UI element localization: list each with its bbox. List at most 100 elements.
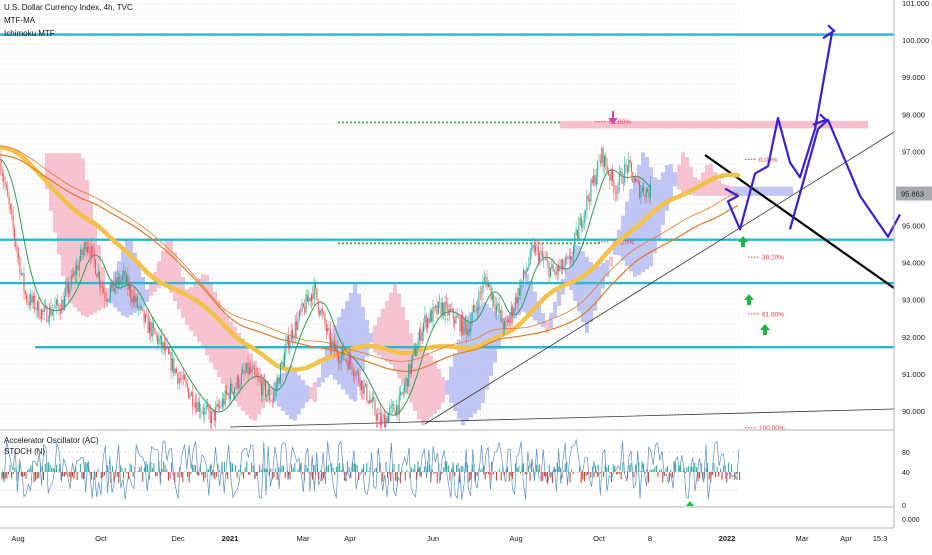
candle-body — [20, 273, 22, 275]
candle-body — [55, 299, 57, 306]
candle-body — [366, 383, 368, 401]
candle-body — [517, 288, 519, 304]
candle-body — [328, 327, 330, 330]
candle-body — [188, 388, 190, 399]
signal-arrows — [608, 111, 770, 335]
candle-body — [107, 300, 109, 302]
candle-body — [358, 371, 360, 382]
cloud-segment — [529, 280, 533, 317]
candle-body — [537, 246, 539, 262]
cloud-segment — [421, 349, 425, 426]
cloud-segment — [581, 251, 585, 323]
candle-body — [417, 340, 419, 350]
candle-body — [73, 270, 75, 277]
candle-body — [387, 413, 389, 423]
candle-body — [420, 329, 422, 341]
candle-body — [329, 329, 331, 349]
oscillator-label-stoch[interactable]: STOCH (N) — [4, 447, 46, 456]
candle-body — [348, 355, 350, 370]
candle-body — [277, 377, 279, 386]
candle-body — [431, 310, 433, 322]
candle-body — [421, 332, 423, 341]
candle-body — [512, 306, 514, 316]
candle-body — [201, 411, 203, 413]
candle-body — [412, 353, 414, 361]
x-tick-label: Mar — [297, 534, 310, 543]
candle-body — [574, 234, 576, 247]
candle-body — [215, 406, 217, 421]
candle-body — [466, 324, 468, 336]
candle-body — [138, 307, 140, 309]
candle-body — [474, 305, 476, 309]
x-tick-label: Oct — [95, 534, 108, 543]
candle-body — [350, 355, 352, 364]
candle-body — [389, 408, 391, 414]
cloud-segment — [737, 186, 741, 196]
cloud-segment — [433, 360, 437, 414]
candle-body — [308, 297, 310, 302]
candle-body — [590, 179, 592, 202]
moving-averages — [0, 145, 741, 416]
cloud-segment — [477, 305, 481, 410]
candle-body — [346, 359, 348, 362]
cloud-segment — [673, 172, 677, 187]
candle-body — [166, 345, 168, 348]
candle-body — [35, 310, 37, 311]
candle-body — [541, 251, 543, 258]
candle-body — [200, 411, 202, 413]
candle-body — [441, 302, 443, 316]
cloud-segment — [149, 282, 153, 297]
candle-body — [228, 392, 230, 400]
cloud-segment — [301, 380, 305, 409]
x-tick-label: Mar — [796, 534, 809, 543]
candle-body — [525, 271, 527, 275]
candle-body — [250, 367, 252, 373]
candle-body — [74, 270, 76, 275]
cloud-segment — [241, 338, 245, 411]
indicator-label-mtf-ma[interactable]: MTF-MA — [4, 16, 36, 25]
candle-body — [58, 305, 60, 311]
candle-body — [189, 395, 191, 399]
candle-body — [518, 288, 520, 296]
candle-body — [591, 179, 593, 184]
candle-body — [383, 414, 385, 428]
candle-body — [76, 265, 78, 275]
cloud-segment — [765, 186, 769, 196]
candle-body — [495, 305, 497, 311]
candle-body — [180, 378, 182, 380]
candle-body — [570, 255, 572, 261]
candle-body — [30, 294, 32, 305]
candle-body — [477, 307, 479, 310]
cloud-segment — [637, 164, 641, 276]
candle-body — [31, 294, 33, 303]
indicator-label-ichimoku[interactable]: Ichimoku MTF — [4, 29, 55, 38]
candle-body — [624, 164, 626, 183]
candle-body — [5, 185, 7, 188]
cloud-segment — [321, 362, 325, 383]
oscillator-label-ac[interactable]: Accelerator Oscillator (AC) — [4, 436, 99, 445]
cloud-segment — [573, 245, 577, 301]
candle-body — [558, 265, 560, 272]
candle-body — [266, 394, 268, 397]
candle-body — [562, 259, 564, 270]
candle-body — [47, 321, 49, 322]
candle-body — [227, 392, 229, 395]
candle-body — [49, 306, 51, 322]
candle-body — [12, 214, 14, 229]
candle-body — [244, 372, 246, 373]
cloud-segment — [113, 271, 117, 308]
candle-body — [340, 354, 342, 364]
cloud-segment — [517, 296, 521, 316]
candle-body — [316, 288, 318, 300]
candle-body — [115, 277, 117, 289]
fib-label: 38.20% — [612, 239, 634, 246]
candle-body — [327, 327, 329, 332]
candle-body — [134, 295, 136, 302]
projection-arrowhead — [812, 113, 829, 126]
candle-body — [284, 352, 285, 367]
candle-body — [498, 303, 500, 314]
cloud-segment — [213, 291, 217, 370]
candle-body — [443, 302, 445, 317]
candle-body — [603, 155, 605, 167]
